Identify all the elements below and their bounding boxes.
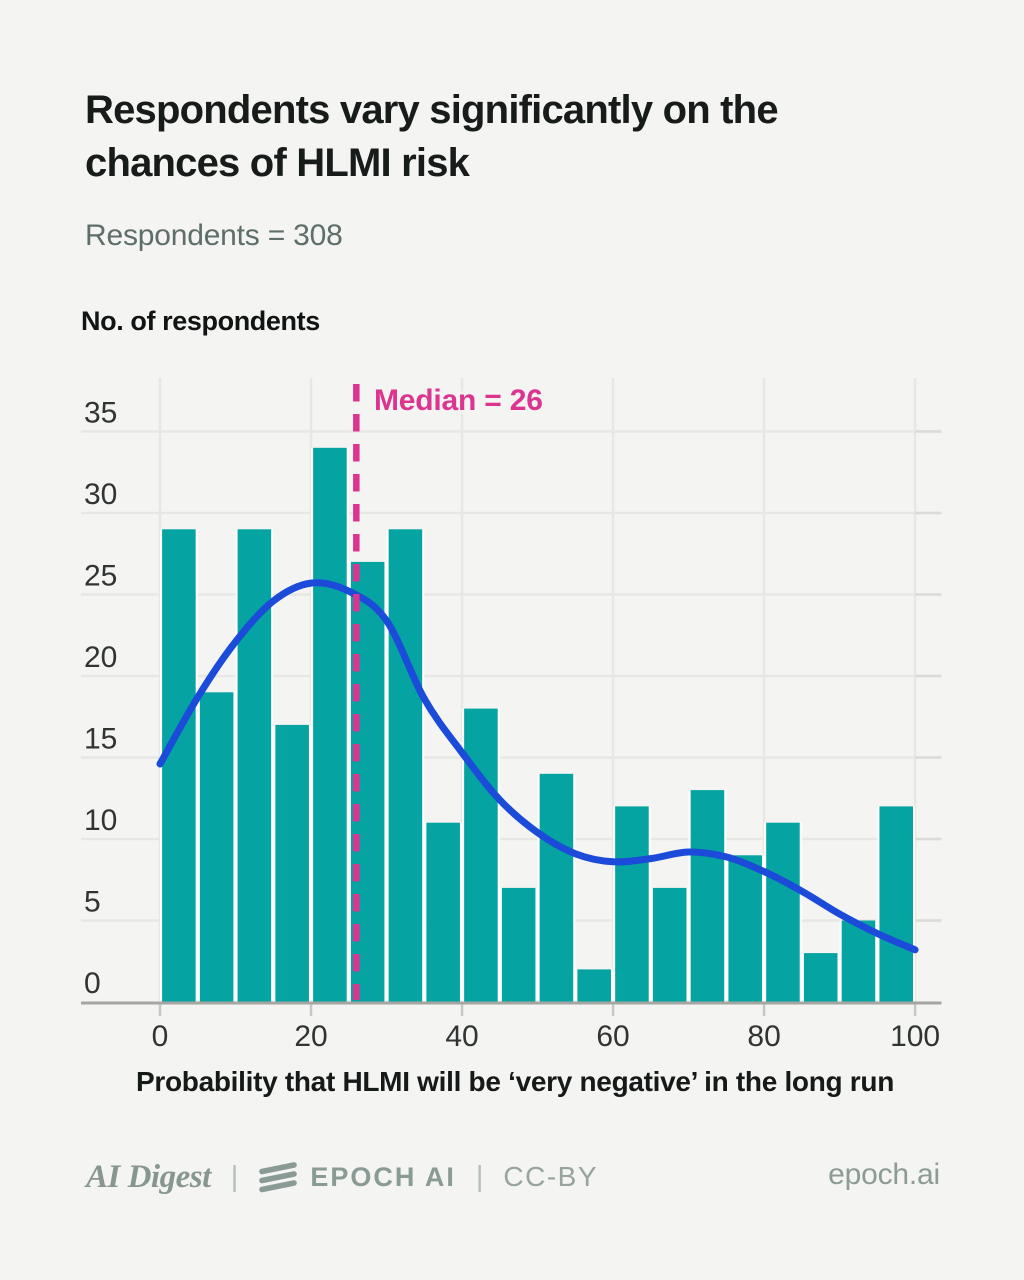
footer-separator: | [230, 1160, 239, 1193]
histogram-bar [237, 529, 272, 1002]
footer-attribution: AI Digest | EPOCH AI | CC-BY [86, 1152, 598, 1202]
histogram-bar [766, 822, 800, 1002]
y-axis-tick-label: 5 [84, 886, 101, 919]
histogram-bar [728, 855, 762, 1002]
histogram-bar [464, 708, 498, 1002]
y-axis-tick-label: 20 [84, 641, 117, 674]
histogram-bar [313, 447, 347, 1002]
histogram-bar [803, 953, 838, 1002]
histogram-bar [841, 920, 876, 1002]
histogram-bar [388, 529, 423, 1002]
page-title-line2: chances of HLMI risk [85, 141, 470, 185]
histogram-bar [690, 790, 725, 1002]
y-axis-tick-label: 35 [84, 397, 117, 430]
histogram-bar [539, 773, 574, 1002]
website-link: epoch.ai [828, 1158, 940, 1191]
x-axis-tick-label: 80 [747, 1020, 780, 1053]
histogram-bar [879, 806, 913, 1002]
histogram-bar [275, 724, 309, 1002]
x-axis-tick-label: 40 [445, 1020, 478, 1053]
y-axis-tick-label: 10 [84, 804, 117, 837]
y-axis-tick-label: 0 [84, 967, 101, 1000]
y-axis-tick-label: 15 [84, 723, 117, 756]
histogram-bar [426, 822, 460, 1002]
epoch-ai-logo-icon [259, 1162, 298, 1193]
histogram-bar [199, 692, 234, 1002]
page-title: Respondents vary significantly on the ch… [85, 84, 885, 190]
histogram-bar [652, 887, 687, 1002]
footer-separator: | [475, 1160, 484, 1193]
histogram-bar [162, 529, 196, 1002]
x-axis-line [81, 1001, 942, 1005]
x-axis-tick-label: 100 [890, 1020, 940, 1053]
median-annotation: Median = 26 [374, 384, 543, 417]
chart-subtitle: Respondents = 308 [85, 219, 343, 252]
histogram-bar [615, 806, 649, 1002]
histogram-bar [501, 887, 536, 1002]
y-axis-tick-label: 25 [84, 560, 117, 593]
histogram-bar [577, 969, 611, 1002]
kde-curve [156, 579, 919, 954]
x-axis-tick-label: 60 [596, 1020, 629, 1053]
x-axis-title: Probability that HLMI will be ‘very nega… [135, 1066, 895, 1097]
page-title-line1: Respondents vary significantly on the [85, 88, 779, 132]
ai-digest-logo: AI Digest [86, 1158, 211, 1195]
y-axis-tick-label: 30 [84, 478, 117, 511]
y-axis-title: No. of respondents [81, 306, 320, 336]
x-axis-tick-label: 20 [294, 1020, 327, 1053]
x-axis-tick-label: 0 [152, 1020, 169, 1053]
epoch-ai-wordmark: EPOCH AI [310, 1161, 456, 1192]
license-badge: CC-BY [503, 1161, 598, 1192]
